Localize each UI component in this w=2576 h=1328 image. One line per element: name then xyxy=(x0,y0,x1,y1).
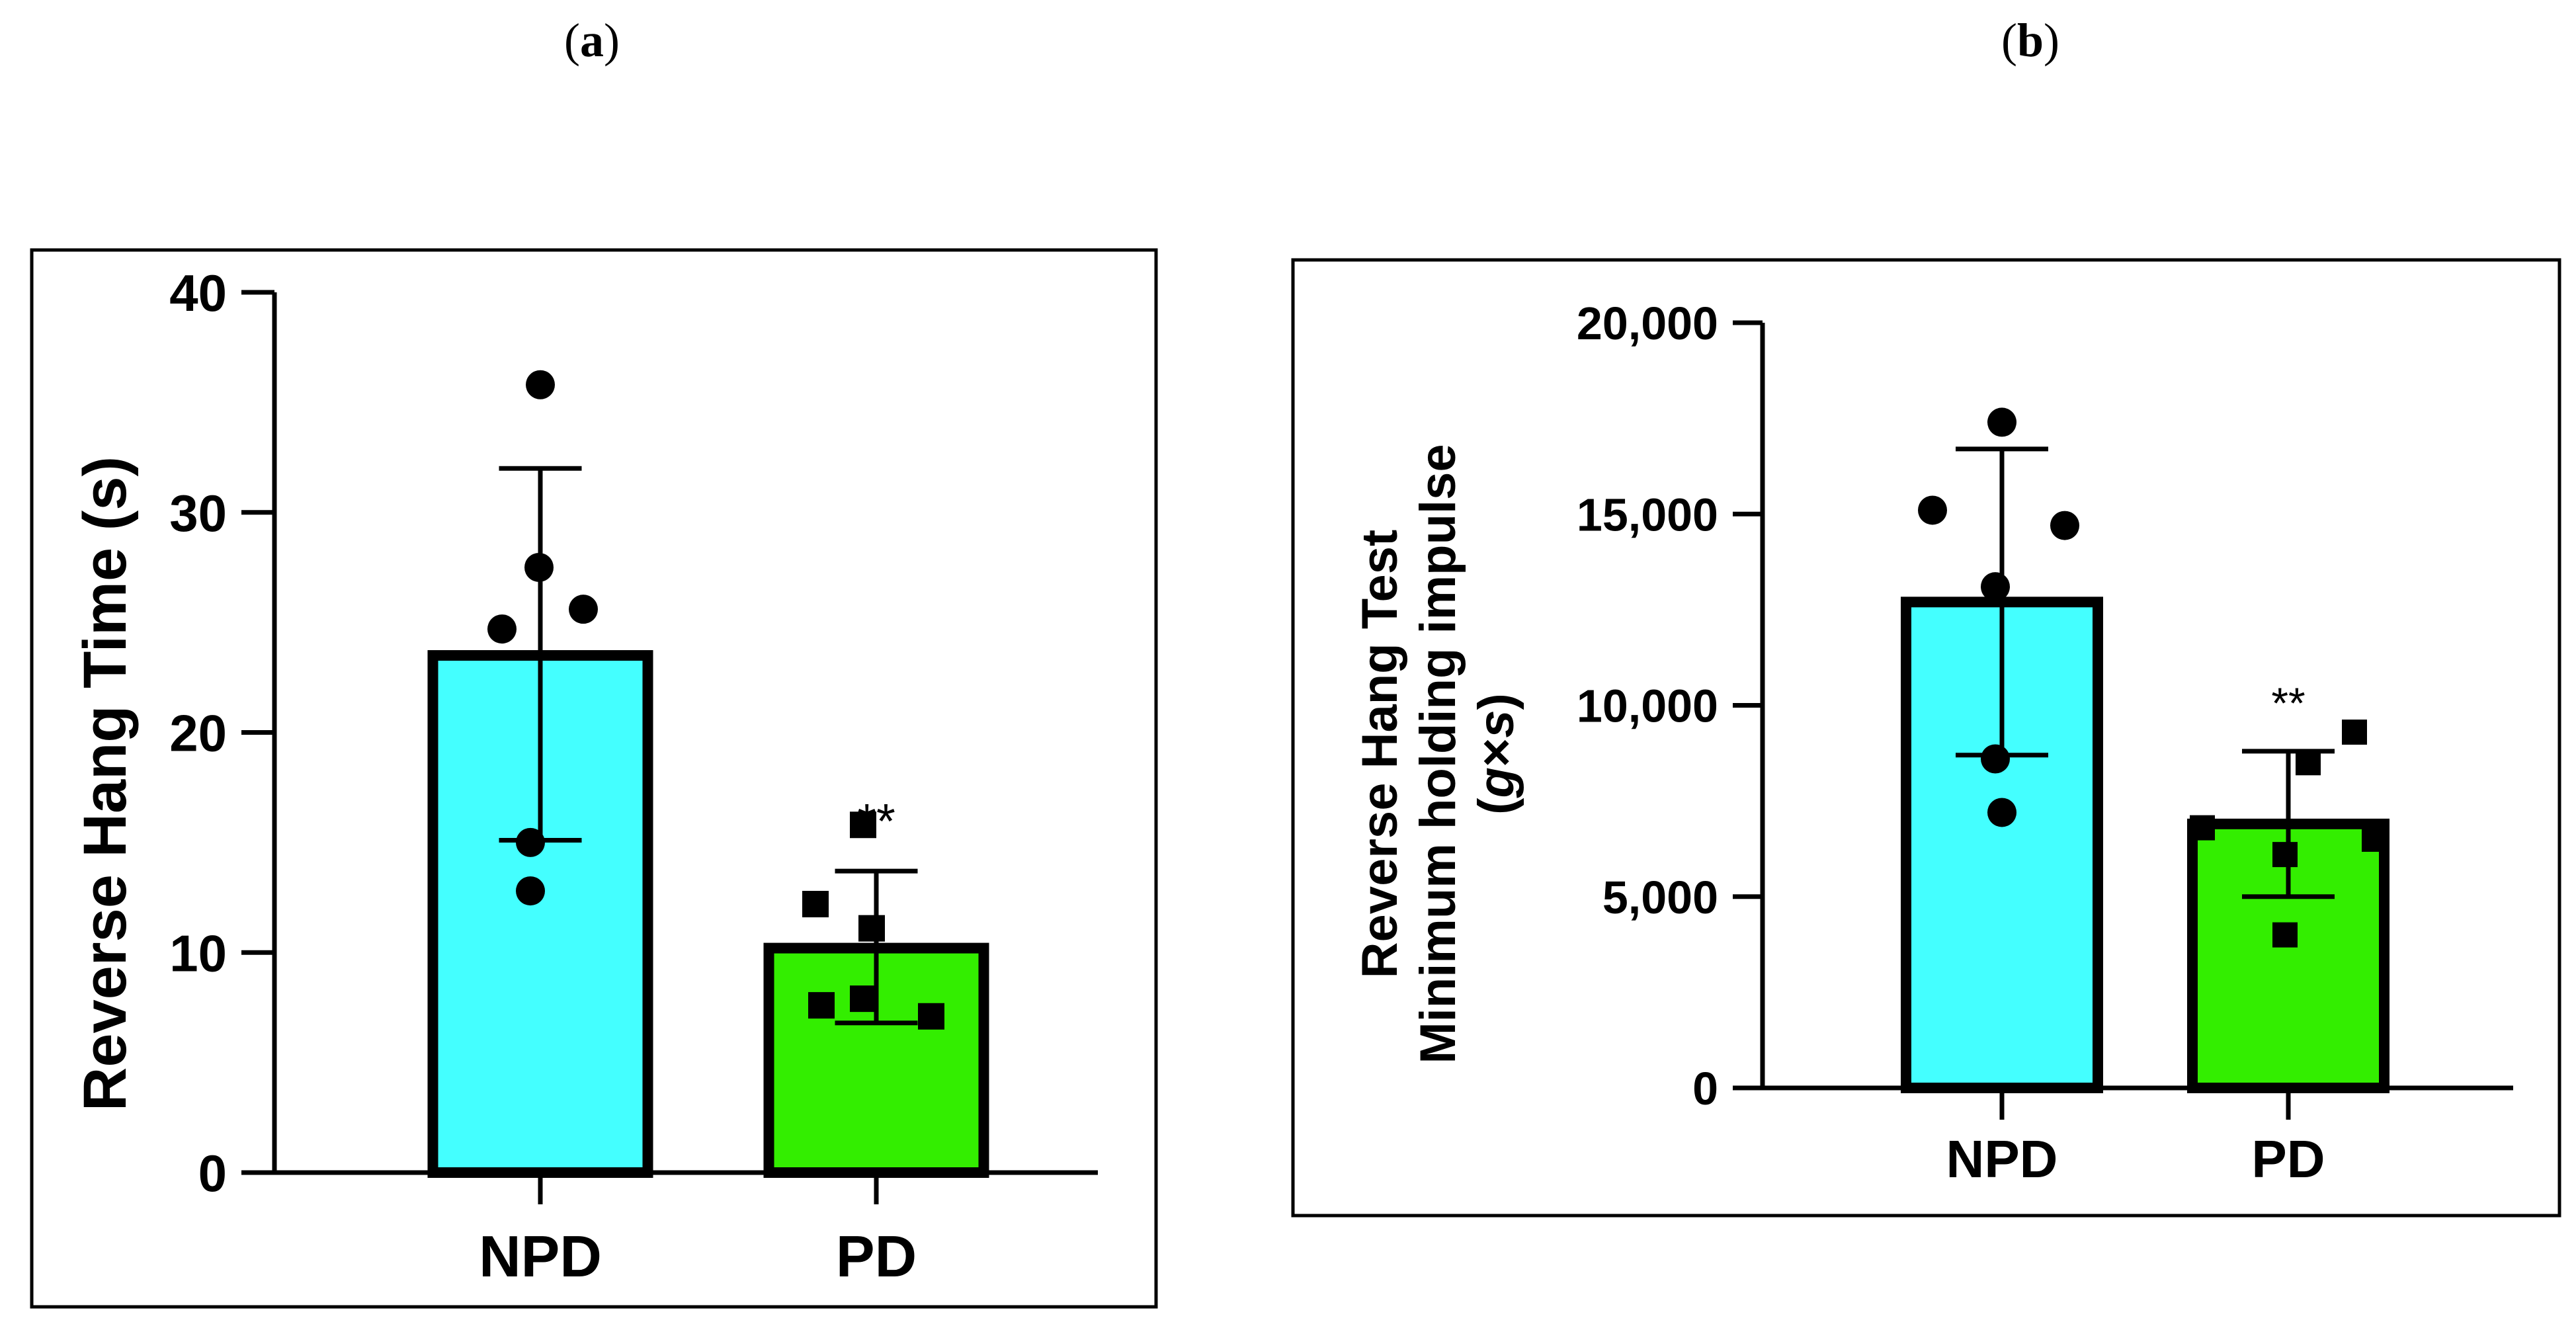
chart-b-y-tick-label: 20,000 xyxy=(1577,298,1718,349)
chart-b-x-tick-label-pd: PD xyxy=(2251,1130,2325,1188)
chart-b-point-npd xyxy=(1987,407,2016,437)
chart-b-y-tick-label: 0 xyxy=(1692,1063,1718,1114)
chart-b-point-pd xyxy=(2272,842,2298,868)
chart-b-point-pd xyxy=(2190,815,2215,841)
chart-a-point-pd xyxy=(850,985,876,1013)
chart-a-significance-label: ** xyxy=(857,794,895,849)
chart-b-y-label-var2: s xyxy=(1468,710,1524,737)
panel-b-label-letter: b xyxy=(2016,14,2044,67)
chart-a-y-tick-label: 40 xyxy=(169,264,227,322)
chart-b-point-npd xyxy=(1987,798,2016,827)
panel-a-label-close: ) xyxy=(604,14,620,67)
chart-b-point-pd xyxy=(2296,750,2321,776)
chart-b-significance-label: ** xyxy=(2271,679,2305,727)
chart-a-point-pd xyxy=(858,915,885,942)
chart-a-point-npd xyxy=(526,370,555,399)
chart-a-x-tick-label-npd: NPD xyxy=(479,1224,602,1289)
chart-b-point-pd xyxy=(2362,826,2387,852)
panel-b-label: (b) xyxy=(2001,13,2059,68)
chart-a-point-npd xyxy=(569,595,598,624)
chart-a-x-tick-label-pd: PD xyxy=(836,1224,917,1289)
chart-b-y-axis-label-line3: (g×s) xyxy=(1468,693,1524,815)
chart-a-point-pd xyxy=(850,811,876,839)
panel-b-label-close: ) xyxy=(2044,14,2060,67)
chart-b-point-npd xyxy=(1981,744,2010,774)
chart-b-y-label-close: ) xyxy=(1468,693,1524,710)
chart-b-point-pd xyxy=(2272,922,2298,948)
chart-b-y-axis-label-line1: Reverse Hang Test xyxy=(1352,530,1408,979)
panel-a-label-open: ( xyxy=(564,14,580,67)
panel-a-label-letter: a xyxy=(580,14,604,67)
chart-a-y-tick-label: 30 xyxy=(169,484,227,542)
chart-b-y-axis-label-line2: Minimum holding impulse xyxy=(1410,444,1466,1063)
panel-b-label-open: ( xyxy=(2001,14,2017,67)
chart-b-y-tick-label: 10,000 xyxy=(1577,681,1718,732)
chart-a-bar-pd xyxy=(763,942,989,1178)
chart-a-point-pd xyxy=(918,1003,944,1030)
chart-b-frame xyxy=(1291,258,2561,1218)
chart-b-y-label-open: ( xyxy=(1468,798,1524,815)
chart-a-y-axis-label: Reverse Hang Time (s) xyxy=(71,456,139,1111)
chart-a-point-npd xyxy=(487,614,517,644)
chart-b-point-npd xyxy=(2050,511,2079,540)
chart-a-point-npd xyxy=(516,827,545,857)
chart-b-x-tick-label-npd: NPD xyxy=(1946,1130,2058,1188)
panel-a-label: (a) xyxy=(564,13,620,68)
chart-a-y-tick-label: 0 xyxy=(198,1144,227,1202)
chart-b-y-tick-label: 15,000 xyxy=(1577,489,1718,540)
chart-a-point-npd xyxy=(516,876,545,906)
chart-a-frame xyxy=(30,248,1158,1309)
chart-a-point-npd xyxy=(524,552,554,582)
chart-a-y-tick-label: 20 xyxy=(169,704,227,763)
chart-b-point-npd xyxy=(1981,572,2010,602)
chart-b-point-pd xyxy=(2342,719,2367,745)
chart-a-point-pd xyxy=(802,891,829,918)
chart-b-point-npd xyxy=(1918,495,1947,525)
chart-a-point-pd xyxy=(808,992,835,1019)
chart-a-y-tick-label: 10 xyxy=(169,924,227,982)
chart-b-y-label-var1: g xyxy=(1468,767,1524,798)
chart-b-y-tick-label: 5,000 xyxy=(1602,872,1718,923)
chart-b-y-label-op: × xyxy=(1468,738,1524,767)
